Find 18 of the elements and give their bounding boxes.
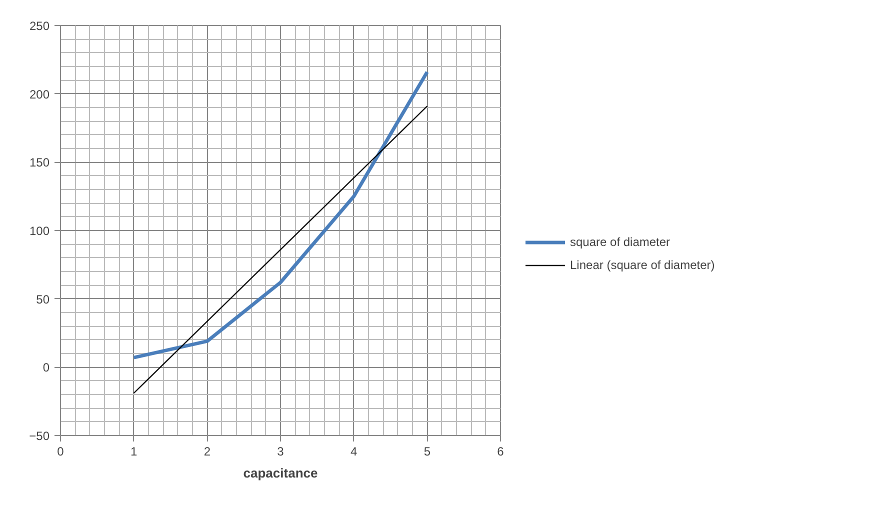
y-tick-label: 200: [29, 87, 50, 102]
x-tick-label: 0: [57, 444, 64, 458]
x-tick-label: 3: [277, 444, 284, 458]
x-tick-label: 5: [424, 444, 431, 458]
y-tick-label: 50: [36, 292, 50, 306]
legend-label: square of diameter: [570, 235, 670, 249]
legend-label: Linear (square of diameter): [570, 258, 715, 272]
x-tick-label: 2: [204, 444, 211, 458]
y-tick-label: 250: [29, 19, 50, 33]
y-tick-label: 150: [29, 156, 50, 170]
x-tick-label: 6: [497, 444, 504, 458]
y-tick-label: −50: [29, 429, 50, 443]
x-axis-title: capacitance: [243, 466, 318, 480]
x-tick-label: 4: [350, 444, 358, 458]
y-tick-label: 100: [29, 224, 50, 238]
x-tick-label: 1: [130, 444, 138, 458]
line-series: [132, 70, 429, 360]
y-tick-label: 0: [42, 360, 50, 375]
